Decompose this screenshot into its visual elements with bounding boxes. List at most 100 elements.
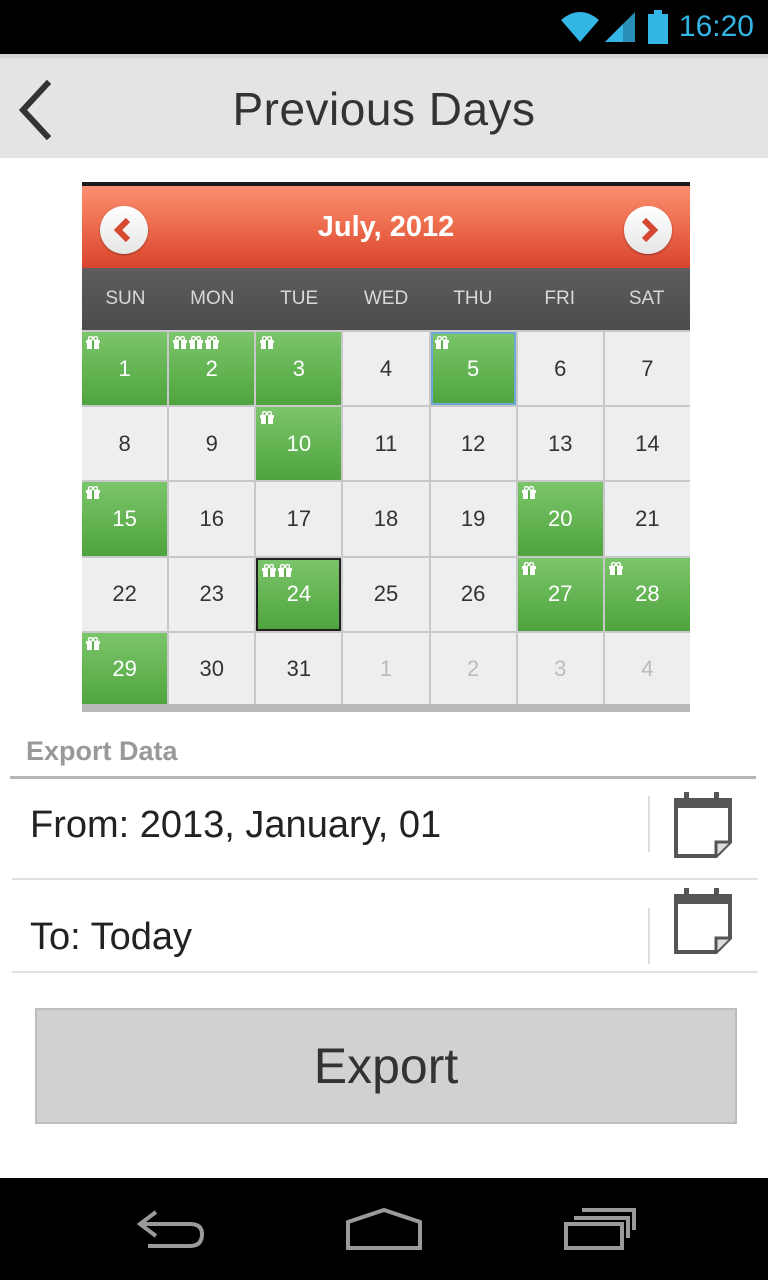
day-number: 12 bbox=[460, 430, 486, 456]
gift-icon bbox=[262, 563, 277, 578]
calendar-day-28[interactable]: 28 bbox=[604, 557, 690, 631]
section-divider bbox=[10, 776, 756, 779]
calendar-grid: 1 2 3 4 5 6 7 8 9 10 11 12 13 14 15 16 17 18 19 20 21 22 23 24 2… bbox=[82, 330, 690, 706]
calendar-day-29[interactable]: 29 bbox=[82, 632, 168, 706]
calendar-day-31[interactable]: 31 bbox=[256, 632, 342, 706]
calendar-day-18[interactable]: 18 bbox=[343, 482, 429, 556]
calendar-day-1[interactable]: 1 bbox=[82, 332, 168, 406]
gift-icons bbox=[262, 563, 293, 578]
day-number: 13 bbox=[548, 430, 573, 456]
export-button[interactable]: Export bbox=[35, 1008, 737, 1124]
day-number: 2 bbox=[467, 656, 480, 682]
calendar-day-30[interactable]: 30 bbox=[169, 632, 255, 706]
calendar-day-22[interactable]: 22 bbox=[82, 557, 168, 631]
section-title: Export Data bbox=[26, 736, 178, 766]
gift-icons bbox=[86, 336, 100, 350]
weekday-mon: MON bbox=[190, 288, 235, 309]
gift-icon bbox=[521, 486, 536, 500]
day-number: 3 bbox=[554, 656, 567, 682]
calendar-day-20[interactable]: 20 bbox=[517, 482, 603, 556]
calendar-day-next-month-4[interactable]: 4 bbox=[604, 632, 690, 706]
gift-icon bbox=[173, 336, 188, 350]
calendar-day-6[interactable]: 6 bbox=[517, 332, 603, 406]
calendar-day-27[interactable]: 27 bbox=[517, 557, 603, 631]
home-icon[interactable] bbox=[344, 1206, 424, 1252]
day-number: 23 bbox=[199, 581, 224, 607]
gift-icon bbox=[86, 336, 100, 350]
gift-icons bbox=[260, 336, 275, 350]
system-nav-bar bbox=[0, 1178, 768, 1280]
calendar-day-2[interactable]: 2 bbox=[169, 332, 255, 406]
gift-icons bbox=[86, 486, 100, 500]
to-date-row[interactable]: To: Today bbox=[12, 880, 758, 972]
calendar-icon[interactable] bbox=[672, 886, 734, 954]
calendar-day-16[interactable]: 16 bbox=[169, 482, 255, 556]
back-button[interactable] bbox=[8, 72, 60, 148]
calendar-day-24[interactable]: 24 bbox=[256, 557, 342, 631]
calendar-day-8[interactable]: 8 bbox=[82, 407, 168, 481]
row-separator bbox=[648, 796, 650, 852]
battery-icon bbox=[647, 10, 668, 44]
gift-icon bbox=[608, 561, 623, 576]
gift-icon bbox=[260, 336, 275, 350]
calendar-day-4[interactable]: 4 bbox=[343, 332, 429, 406]
calendar-day-7[interactable]: 7 bbox=[604, 332, 690, 406]
day-number: 15 bbox=[112, 505, 137, 531]
day-number: 2 bbox=[205, 355, 218, 381]
calendar-day-3[interactable]: 3 bbox=[256, 332, 342, 406]
calendar-day-next-month-1[interactable]: 1 bbox=[343, 632, 429, 706]
weekday-thu: THU bbox=[453, 288, 493, 309]
day-number: 16 bbox=[199, 505, 224, 531]
gift-icon bbox=[278, 563, 293, 578]
day-number: 7 bbox=[641, 355, 654, 381]
calendar-day-25[interactable]: 25 bbox=[343, 557, 429, 631]
day-number: 10 bbox=[286, 430, 312, 456]
from-date-label: From: 2013, January, 01 bbox=[30, 804, 442, 846]
wifi-icon bbox=[560, 12, 599, 42]
day-number: 21 bbox=[635, 505, 660, 531]
calendar-day-next-month-2[interactable]: 2 bbox=[430, 632, 516, 706]
day-number: 18 bbox=[373, 505, 399, 531]
action-bar: Previous Days bbox=[0, 54, 768, 158]
prev-month-button[interactable] bbox=[100, 206, 148, 254]
day-number: 3 bbox=[292, 355, 305, 381]
calendar-icon[interactable] bbox=[672, 790, 734, 858]
calendar-day-17[interactable]: 17 bbox=[256, 482, 342, 556]
calendar-day-14[interactable]: 14 bbox=[604, 407, 690, 481]
calendar-day-12[interactable]: 12 bbox=[430, 407, 516, 481]
gift-icons bbox=[521, 561, 536, 576]
day-number: 9 bbox=[205, 430, 218, 456]
back-icon[interactable] bbox=[134, 1206, 208, 1252]
gift-icons bbox=[86, 636, 100, 651]
calendar-day-9[interactable]: 9 bbox=[169, 407, 255, 481]
calendar-day-13[interactable]: 13 bbox=[517, 407, 603, 481]
day-number: 26 bbox=[460, 581, 486, 607]
page-title: Previous Days bbox=[232, 83, 536, 135]
day-number: 31 bbox=[286, 656, 312, 682]
day-number: 11 bbox=[374, 430, 398, 456]
calendar-day-26[interactable]: 26 bbox=[430, 557, 516, 631]
day-number: 22 bbox=[112, 581, 137, 607]
day-number: 25 bbox=[373, 581, 399, 607]
calendar-day-10[interactable]: 10 bbox=[256, 407, 342, 481]
weekday-wed: WED bbox=[363, 288, 409, 309]
gift-icon bbox=[434, 336, 449, 350]
from-date-row[interactable]: From: 2013, January, 01 bbox=[12, 780, 758, 872]
day-number: 8 bbox=[118, 430, 131, 456]
next-month-button[interactable] bbox=[624, 206, 672, 254]
calendar-day-next-month-3[interactable]: 3 bbox=[517, 632, 603, 706]
weekday-fri: FRI bbox=[544, 288, 576, 309]
calendar-day-23[interactable]: 23 bbox=[169, 557, 255, 631]
calendar-day-11[interactable]: 11 bbox=[343, 407, 429, 481]
gift-icon bbox=[521, 561, 536, 576]
weekday-header: SUN MON TUE WED THU FRI SAT bbox=[82, 268, 690, 330]
calendar-day-21[interactable]: 21 bbox=[604, 482, 690, 556]
day-number: 6 bbox=[554, 355, 567, 381]
calendar-day-5[interactable]: 5 bbox=[430, 332, 516, 406]
day-number: 5 bbox=[467, 355, 480, 381]
recents-icon[interactable] bbox=[562, 1206, 638, 1252]
calendar-day-19[interactable]: 19 bbox=[430, 482, 516, 556]
day-number: 4 bbox=[641, 656, 654, 682]
calendar-day-15[interactable]: 15 bbox=[82, 482, 168, 556]
